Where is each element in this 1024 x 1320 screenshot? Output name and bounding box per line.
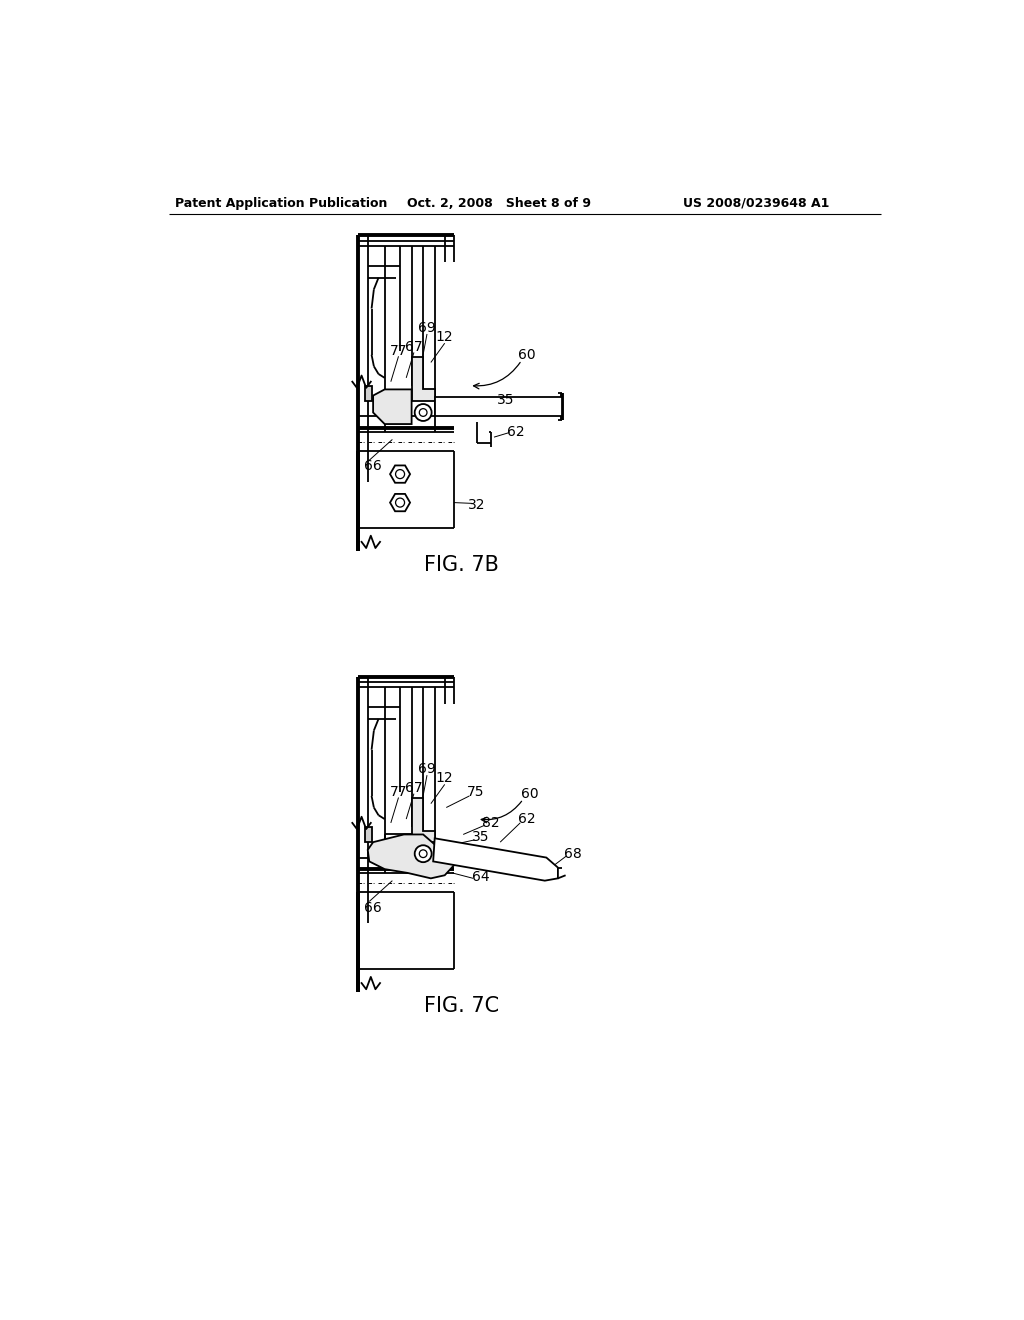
Text: 62: 62: [518, 812, 536, 826]
Text: 64: 64: [472, 870, 489, 884]
Text: 69: 69: [418, 762, 436, 776]
Text: 68: 68: [564, 846, 583, 861]
Text: 75: 75: [467, 785, 484, 799]
Circle shape: [419, 409, 427, 416]
Circle shape: [415, 845, 432, 862]
Text: 60: 60: [518, 347, 536, 362]
Polygon shape: [368, 834, 454, 878]
Polygon shape: [412, 358, 435, 401]
Text: 67: 67: [406, 341, 423, 354]
Text: 62: 62: [507, 425, 524, 438]
Text: 32: 32: [468, 498, 485, 512]
Bar: [435, 397, 562, 416]
Polygon shape: [412, 799, 435, 842]
Bar: [366, 826, 372, 842]
Circle shape: [415, 404, 432, 421]
Text: 69: 69: [418, 321, 436, 335]
Text: 66: 66: [365, 900, 382, 915]
Text: 12: 12: [436, 771, 454, 785]
Bar: [366, 385, 372, 401]
Text: 77: 77: [390, 345, 408, 358]
Text: 77: 77: [390, 785, 408, 799]
Circle shape: [395, 470, 404, 479]
Text: FIG. 7C: FIG. 7C: [424, 997, 500, 1016]
Circle shape: [419, 850, 427, 858]
Text: 35: 35: [497, 393, 514, 407]
Text: 35: 35: [472, 830, 489, 843]
Text: US 2008/0239648 A1: US 2008/0239648 A1: [683, 197, 829, 210]
Polygon shape: [433, 838, 558, 880]
Text: Oct. 2, 2008   Sheet 8 of 9: Oct. 2, 2008 Sheet 8 of 9: [407, 197, 591, 210]
Text: 66: 66: [365, 459, 382, 474]
Text: 82: 82: [482, 816, 500, 830]
Text: Patent Application Publication: Patent Application Publication: [174, 197, 387, 210]
Text: 67: 67: [406, 781, 423, 795]
Circle shape: [395, 498, 404, 507]
Text: FIG. 7B: FIG. 7B: [424, 554, 499, 576]
Text: 60: 60: [520, 787, 539, 801]
Polygon shape: [373, 389, 412, 424]
Text: 12: 12: [436, 330, 454, 345]
